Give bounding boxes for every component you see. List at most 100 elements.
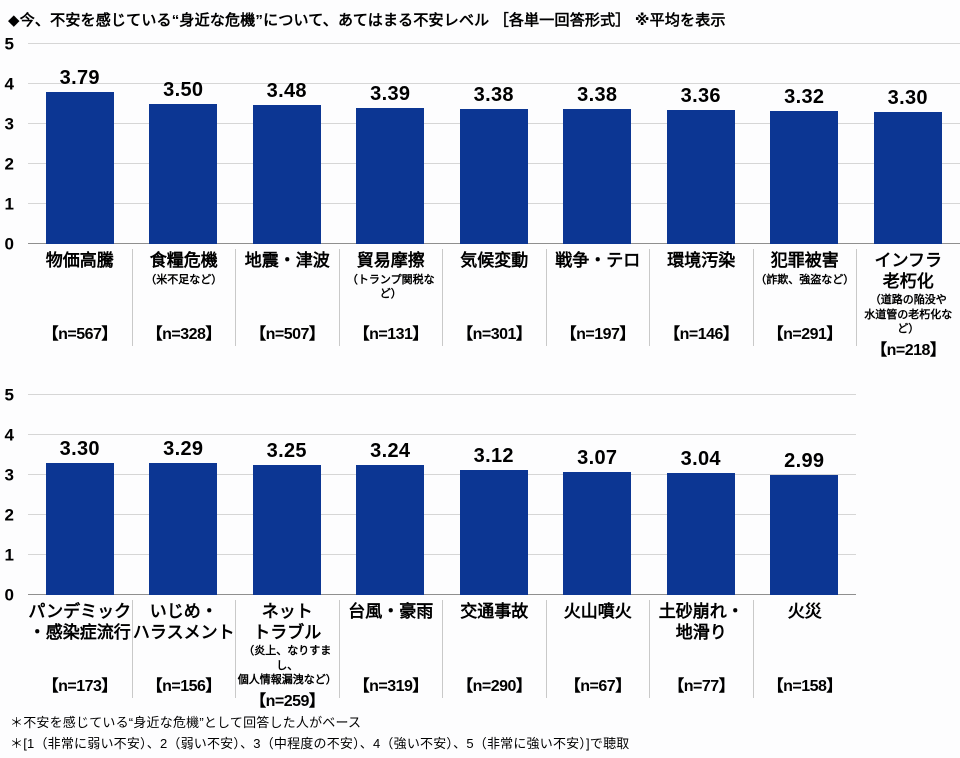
category-label: 火災 [787,602,822,621]
bar-column: 3.30 [28,395,132,595]
footnote-base: ＊不安を感じている“身近な危機”として回答した人がベース [10,715,362,730]
sample-size-label: 【n=197】 [560,326,636,343]
bar-column: 3.30 [856,44,960,244]
category-sublabel: （詐欺、強盗など） [755,273,855,286]
y-axis-tick: 3 [4,114,14,134]
category-label: インフラ 老朽化 [874,251,943,291]
y-axis-spacer [0,600,28,698]
bar-column: 3.38 [546,44,650,244]
bar-value-label: 3.39 [370,83,411,106]
sample-size-label: 【n=567】 [42,326,118,343]
y-axis-tick: 1 [4,194,14,214]
gridline [28,434,856,435]
bar [45,463,114,595]
footnotes: ＊不安を感じている“身近な危機”として回答した人がベース ＊[1（非常に弱い不安… [0,713,960,755]
category-label-cell: 物価高騰 【n=567】 [28,249,132,346]
bar-value-label: 3.48 [266,79,307,102]
sample-size-label: 【n=328】 [146,326,222,343]
plot-row-bottom: 0 1 2 3 4 5 3.30 3.29 3.25 3.24 3.12 3.07 3.04 2.99 [0,387,960,604]
sample-size-label: 【n=259】 [250,693,325,711]
category-label-cell: パンデミック ・感染症流行【n=173】 [28,600,132,698]
y-axis-tick: 0 [4,234,14,254]
sample-size-label: 【n=67】 [564,678,631,695]
bar-column: 3.39 [339,44,443,244]
sample-size-label: 【n=158】 [767,678,843,695]
bar-value-label: 3.30 [59,438,100,460]
bar-value-label: 3.32 [784,86,825,109]
category-label: 気候変動 [460,251,529,270]
x-axis-line [28,594,856,595]
labels-row-bottom: パンデミック ・感染症流行 【n=173】 いじめ・ ハラスメント 【n=156】 ネッ… [0,600,960,710]
bar-value-label: 2.99 [784,450,825,473]
bar [459,470,528,595]
category-label: 火山噴火 [563,602,632,621]
bar [770,111,839,244]
bar-column: 3.50 [132,44,236,244]
bar [666,109,735,244]
category-label: いじめ・ ハラスメント [132,602,235,642]
gridline [28,43,960,44]
category-label-cell: 気候変動【n=301】 [442,249,546,346]
category-label: 貿易摩擦 [356,251,425,270]
sample-size-label: 【n=173】 [42,678,118,695]
bar-column: 3.32 [753,44,857,244]
bar-column: 3.25 [235,395,339,595]
bar-value-label: 3.07 [577,447,618,470]
bar-value-label: 3.36 [680,84,721,107]
category-label-cell: 貿易摩擦 （トランプ関税など） 【n=131】 [338,249,443,346]
labels-row-top: 物価高騰 【n=567】 食糧危機 （米不足など） 【n=328】 地震・津波 【n=507… [0,249,960,359]
bar-value-label: 3.38 [577,83,618,106]
category-label-cell: 戦争・テロ【n=197】 [545,249,650,346]
y-axis-tick: 0 [4,585,14,605]
bar [356,465,425,595]
sample-size-label: 【n=290】 [457,678,532,695]
category-labels-top: 物価高騰 【n=567】 食糧危機 （米不足など） 【n=328】 地震・津波 【n=507… [28,249,960,359]
bar-value-label: 3.29 [163,438,204,461]
y-axis-spacer [0,249,28,346]
y-axis-tick: 1 [4,545,14,565]
sample-size-label: 【n=507】 [250,326,325,343]
category-label: 戦争・テロ [555,251,641,270]
category-label: ネット トラブル [253,602,322,642]
category-label: 食糧危機 [149,251,218,270]
bar [252,104,321,244]
y-axis-top: 0 1 2 3 4 5 [0,36,28,253]
gridline [28,83,960,84]
category-sublabel: （米不足など） [145,273,223,286]
category-label: 台風・豪雨 [348,602,434,621]
bar [770,475,839,595]
bar-value-label: 3.12 [473,445,514,468]
bar [459,108,528,244]
bar [563,472,632,595]
category-labels-bottom: パンデミック ・感染症流行 【n=173】 いじめ・ ハラスメント 【n=156】 ネッ… [28,600,856,710]
y-axis-tick: 3 [4,465,14,485]
category-label: パンデミック ・感染症流行 [28,602,132,642]
bars-container-bottom: 3.30 3.29 3.25 3.24 3.12 3.07 3.04 2.99 [28,395,856,595]
sample-size-label: 【n=146】 [664,326,739,343]
category-label: 犯罪被害 [770,251,839,270]
bar [666,473,735,595]
bar-column: 3.07 [546,395,650,595]
gridline [28,514,856,515]
sample-size-label: 【n=319】 [353,678,429,695]
sample-size-label: 【n=301】 [457,326,532,343]
bar [252,465,321,595]
sample-size-label: 【n=156】 [146,678,222,695]
category-label-cell: ネット トラブル （炎上、なりすまし、 個人情報漏洩など） 【n=259】 [235,600,339,710]
bar-value-label: 3.04 [680,448,721,471]
bar-column: 3.38 [442,44,546,244]
footnote-scale: ＊[1（非常に弱い不安）、2（弱い不安）、3（中程度の不安）、4（強い不安）、5… [10,735,630,751]
category-label: 土砂崩れ・ 地滑り [658,602,744,642]
bar-column: 3.36 [649,44,753,244]
bar-column: 3.24 [339,395,443,595]
category-sublabel: （炎上、なりすまし、 個人情報漏洩など） [237,645,337,687]
y-axis-bottom: 0 1 2 3 4 5 [0,387,28,604]
category-label-cell: 環境汚染 【n=146】 [649,249,753,346]
bar [873,112,942,244]
gridline [28,394,856,395]
bar [356,108,425,244]
bar [563,108,632,244]
category-sublabel: （道路の陥没や 水道管の老朽化など） [864,294,953,336]
